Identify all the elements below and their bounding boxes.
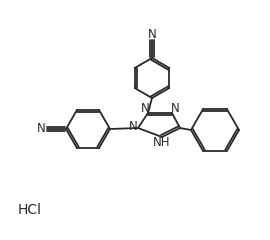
Text: NH: NH	[153, 137, 171, 150]
Text: HCl: HCl	[18, 203, 42, 217]
Text: N: N	[37, 122, 45, 136]
Text: N: N	[129, 120, 137, 133]
Text: N: N	[141, 102, 149, 115]
Text: N: N	[148, 28, 156, 41]
Text: N: N	[171, 102, 179, 115]
